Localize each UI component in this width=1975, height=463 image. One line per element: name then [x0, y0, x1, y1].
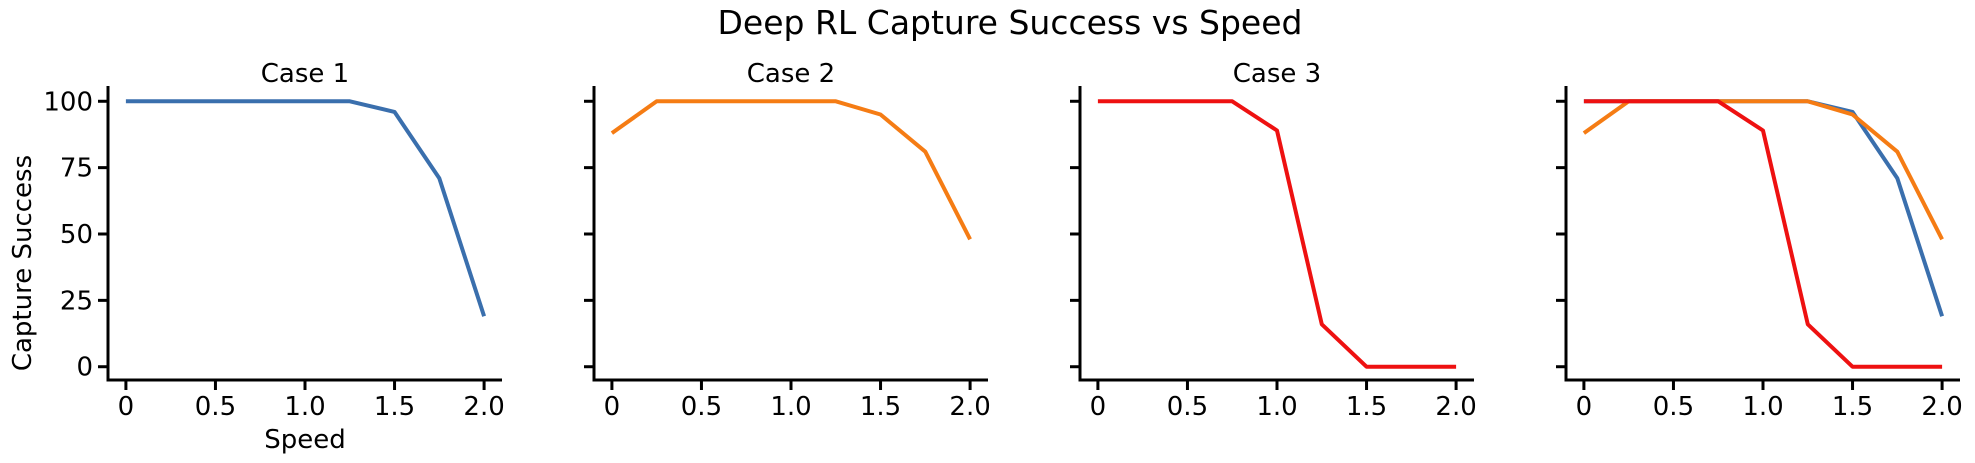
y-tick-label: 0 — [76, 353, 93, 383]
x-tick-label: 0.5 — [1653, 392, 1694, 422]
panel-title: Case 3 — [1233, 59, 1321, 89]
panel-1: 0 25 50 75 100 0 0.5 1.0 1.5 2.0 Case 1 — [43, 59, 504, 422]
x-tick-label: 2.0 — [949, 392, 990, 422]
x-tick-label: 2.0 — [1435, 392, 1476, 422]
series-line-case-1 — [125, 99, 487, 317]
y-tick-label: 75 — [60, 154, 93, 184]
x-tick-label: 1.5 — [1832, 392, 1873, 422]
y-tick-label: 25 — [60, 286, 93, 316]
y-tick-label: 100 — [43, 87, 93, 117]
x-tick-label: 1.0 — [1742, 392, 1783, 422]
x-tick-label: 1.0 — [284, 392, 325, 422]
chart-title: Deep RL Capture Success vs Speed — [718, 3, 1303, 42]
series-line-case-2 — [610, 99, 972, 241]
series-line-case-3 — [1097, 99, 1457, 369]
x-tick-label: 1.0 — [770, 392, 811, 422]
x-tick-label: 0 — [1090, 392, 1107, 422]
y-tick-label: 50 — [60, 220, 93, 250]
x-tick-label: 1.5 — [374, 392, 415, 422]
panel-title: Case 2 — [747, 59, 835, 89]
panel-title: Case 1 — [261, 59, 349, 89]
series-line-case-3 — [1583, 99, 1943, 369]
panel-4: 0 0.5 1.0 1.5 2.0 — [1556, 86, 1963, 422]
x-tick-label: 0.5 — [1167, 392, 1208, 422]
x-tick-label: 2.0 — [1921, 392, 1962, 422]
x-tick-label: 0.5 — [195, 392, 236, 422]
x-tick-label: 0 — [1576, 392, 1593, 422]
x-tick-label: 0 — [604, 392, 621, 422]
x-tick-label: 1.0 — [1256, 392, 1297, 422]
x-tick-label: 2.0 — [463, 392, 504, 422]
x-tick-label: 1.5 — [1346, 392, 1387, 422]
panels: 0 25 50 75 100 0 0.5 1.0 1.5 2.0 Case 1 0 0.5 1.0 1.5 2… — [43, 59, 1962, 422]
x-axis-label: Speed — [264, 425, 346, 455]
x-tick-label: 0.5 — [681, 392, 722, 422]
x-tick-label: 1.5 — [860, 392, 901, 422]
y-axis-label: Capture Success — [8, 155, 38, 371]
x-tick-label: 0 — [118, 392, 135, 422]
panel-2: 0 0.5 1.0 1.5 2.0 Case 2 — [584, 59, 991, 422]
series-line-case-2 — [1582, 99, 1944, 241]
panel-3: 0 0.5 1.0 1.5 2.0 Case 3 — [1070, 59, 1477, 422]
